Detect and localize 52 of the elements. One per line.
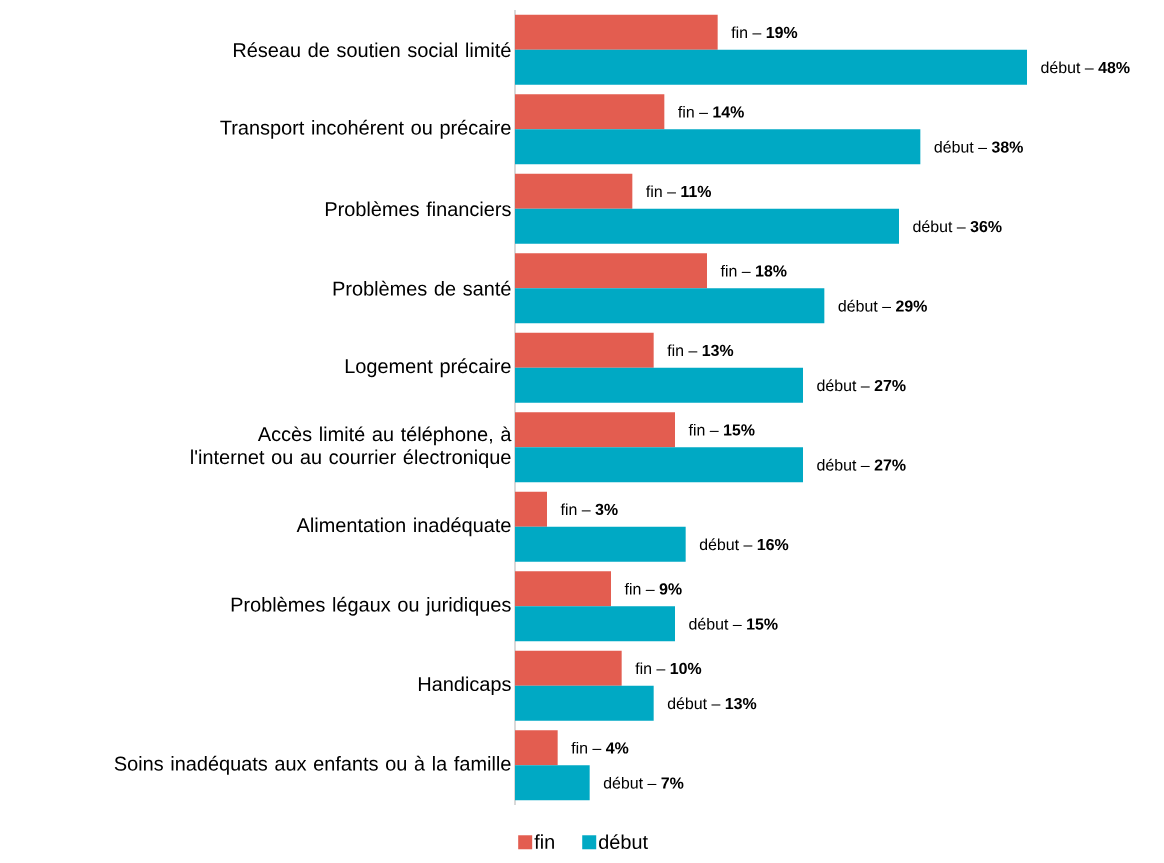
bar (515, 412, 675, 448)
data-label: début – 27% (817, 458, 906, 471)
bar (515, 94, 665, 130)
data-label: début – 36% (913, 220, 1002, 233)
data-label: début – 38% (934, 140, 1023, 153)
bar (515, 730, 558, 766)
data-label: fin – 9% (624, 582, 682, 595)
data-label: fin – 19% (731, 26, 798, 39)
data-label: fin – 10% (635, 662, 702, 675)
legend-label: début (599, 834, 648, 850)
data-label: début – 13% (667, 697, 757, 710)
y-tick-label: Alimentation inadéquate (296, 517, 511, 537)
y-tick-label: Problèmes financiers (325, 201, 511, 217)
y-tick-label: Accès limité au téléphone, à l'internet ou au courrier électronique (191, 426, 512, 469)
y-tick-label: Logement précaire (345, 358, 511, 378)
bar (515, 49, 1027, 85)
bar (515, 526, 686, 562)
bar (515, 173, 633, 209)
data-label: début – 16% (699, 538, 789, 551)
bar (515, 650, 622, 686)
data-label: fin – 11% (646, 185, 712, 198)
data-label: début – 27% (817, 379, 906, 392)
y-tick-label: Réseau de soutien social limité (234, 42, 511, 58)
data-label: début – 48% (1041, 61, 1130, 74)
data-label: début – 7% (603, 776, 684, 789)
bar (515, 447, 803, 483)
data-label: fin – 13% (667, 344, 734, 357)
bar (515, 332, 654, 368)
data-label: début – 15% (689, 617, 778, 630)
data-label: fin – 15% (688, 423, 755, 436)
data-label: fin – 4% (571, 741, 629, 754)
data-label: fin – 14% (678, 105, 744, 118)
bar (515, 253, 707, 289)
y-tick-label: Transport incohérent ou précaire (220, 119, 511, 139)
bar (515, 571, 611, 607)
bar (515, 14, 718, 50)
y-tick-label: Soins inadéquats aux enfants ou à la famille (114, 755, 511, 775)
bar (515, 765, 590, 801)
y-tick-label: Problèmes de santé (333, 280, 511, 296)
bar (515, 288, 825, 324)
y-tick-label: Problèmes légaux ou juridiques (231, 596, 511, 616)
data-label: fin – 18% (720, 264, 787, 277)
data-label: fin – 3% (560, 503, 618, 516)
bar (515, 606, 675, 642)
bar (515, 685, 654, 721)
bar (515, 129, 921, 165)
bar (515, 208, 899, 244)
bar (515, 491, 547, 527)
legend-label: fin (534, 834, 554, 849)
bar (515, 367, 803, 403)
data-label: début – 29% (838, 299, 927, 312)
y-tick-label: Handicaps (418, 676, 511, 696)
